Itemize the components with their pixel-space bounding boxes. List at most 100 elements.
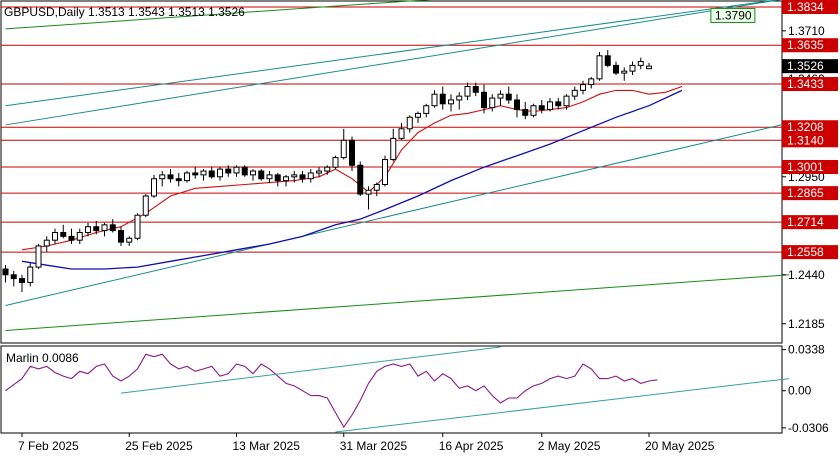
level-price-label: 1.2865 xyxy=(787,186,824,200)
level-price-tag xyxy=(782,186,838,201)
target-level-box xyxy=(710,7,756,23)
candle-body xyxy=(406,116,413,130)
trend-line xyxy=(5,0,781,126)
level-price-label: 1.2558 xyxy=(787,245,824,259)
candle-body xyxy=(431,93,438,107)
candle-body xyxy=(571,89,578,97)
level-price-tag xyxy=(782,160,838,175)
candle-body xyxy=(142,195,149,216)
candle-body xyxy=(200,170,207,176)
candle-body xyxy=(93,226,100,232)
level-price-tag xyxy=(782,120,838,135)
candle-body xyxy=(613,64,619,74)
level-price-tag xyxy=(782,38,838,53)
candle-body xyxy=(646,65,652,70)
candle-body xyxy=(439,93,446,105)
candle-body xyxy=(101,224,108,232)
level-price-tag xyxy=(782,133,838,148)
candle-body xyxy=(266,174,273,180)
osc-trend-line xyxy=(120,346,501,394)
x-tick-label: 7 Feb 2025 xyxy=(18,439,79,453)
candle-body xyxy=(464,86,471,97)
price-panel-frame xyxy=(0,0,783,344)
indicator-title: Marlin 0.0086 xyxy=(6,351,79,365)
trend-line xyxy=(5,122,790,306)
candle-body xyxy=(2,268,9,276)
candle-body xyxy=(307,172,314,180)
candle-body xyxy=(283,176,289,182)
candle-body xyxy=(241,166,248,176)
candle-body xyxy=(159,174,166,180)
candle-body xyxy=(604,55,611,66)
candle-body xyxy=(637,61,644,66)
trend-line xyxy=(5,0,780,107)
candle-body xyxy=(398,128,405,139)
level-price-tag xyxy=(782,245,838,260)
candle-body xyxy=(621,70,628,74)
candle-body xyxy=(547,101,553,111)
candle-body xyxy=(596,55,603,80)
candle-body xyxy=(118,230,124,243)
candle-body xyxy=(109,224,116,232)
current-price-tag xyxy=(782,59,838,74)
candle-body xyxy=(489,97,496,109)
level-price-label: 1.3140 xyxy=(787,133,824,147)
y-tick-label: 1.2440 xyxy=(788,268,825,282)
candle-body xyxy=(448,99,454,105)
candle-body xyxy=(250,170,256,176)
candle-body xyxy=(423,105,430,114)
x-axis: 7 Feb 2025 25 Feb 2025 13 Mar 2025 31 Mar 2… xyxy=(18,433,715,453)
candle-body xyxy=(530,105,537,116)
x-tick-label: 2 May 2025 xyxy=(538,439,601,453)
indicator-panel-frame xyxy=(0,345,783,434)
candle-body xyxy=(134,214,141,239)
osc-y-tick-label: -0.0306 xyxy=(788,421,829,435)
candle-body xyxy=(555,101,562,107)
level-price-label: 1.2714 xyxy=(787,215,824,229)
candle-body xyxy=(340,139,347,159)
oscillator: 0.0338 0.00 -0.0306 xyxy=(5,343,829,435)
candles xyxy=(2,50,652,293)
candle-body xyxy=(514,99,520,111)
level-price-label: 1.3208 xyxy=(787,120,824,134)
x-tick-label: 25 Feb 2025 xyxy=(125,439,193,453)
candle-body xyxy=(291,174,298,178)
candle-body xyxy=(588,78,595,86)
x-tick-label: 16 Apr 2025 xyxy=(439,439,504,453)
candle-body xyxy=(472,86,479,93)
chart-title: GBPUSD,Daily 1.3513 1.3543 1.3513 1.3526 xyxy=(4,5,245,19)
candle-body xyxy=(456,95,463,101)
y-axis: 1.37101.34601.29501.24401.21851.38341.36… xyxy=(710,0,838,331)
candle-body xyxy=(184,172,190,182)
candle-body xyxy=(373,183,380,191)
candle-body xyxy=(208,170,215,178)
osc-y-tick-label: 0.0338 xyxy=(788,343,825,357)
candle-body xyxy=(10,274,17,280)
trend-lines xyxy=(5,0,790,331)
candle-body xyxy=(192,172,199,176)
candle-body xyxy=(563,95,570,107)
candle-body xyxy=(382,159,388,185)
current-price-label: 1.3526 xyxy=(787,59,824,73)
candle-body xyxy=(35,245,42,268)
candle-body xyxy=(19,278,25,283)
candle-body xyxy=(175,178,182,182)
candle-body xyxy=(365,189,372,195)
candle-body xyxy=(274,174,281,182)
candle-body xyxy=(85,226,91,234)
level-price-tag xyxy=(782,215,838,230)
level-price-tag xyxy=(782,0,838,14)
y-tick-label: 1.2185 xyxy=(788,317,825,331)
trend-line xyxy=(5,0,432,30)
candle-body xyxy=(629,64,636,72)
x-tick-label: 20 May 2025 xyxy=(645,439,715,453)
candle-body xyxy=(324,166,331,172)
candle-body xyxy=(481,91,487,109)
candle-body xyxy=(505,93,512,101)
target-level-label: 1.3790 xyxy=(715,8,752,22)
candle-body xyxy=(233,166,240,174)
candle-body xyxy=(299,174,306,180)
candle-body xyxy=(390,137,397,161)
candle-body xyxy=(349,139,355,166)
